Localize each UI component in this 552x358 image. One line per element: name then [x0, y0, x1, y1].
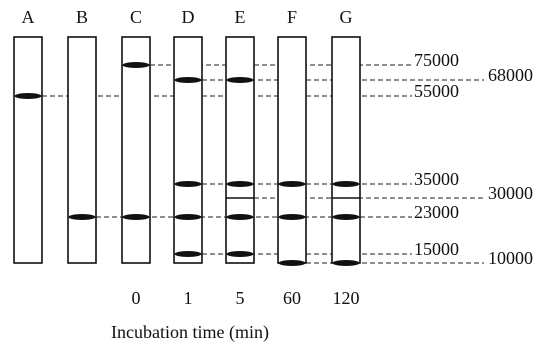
- marker-label: 68000: [488, 65, 533, 85]
- marker-label: 15000: [414, 239, 459, 259]
- marker-label: 30000: [488, 183, 533, 203]
- marker-label: 75000: [414, 50, 459, 70]
- tube: [122, 37, 150, 263]
- band: [227, 214, 254, 220]
- band: [175, 214, 202, 220]
- lane-label: G: [340, 7, 353, 27]
- marker-label: 55000: [414, 81, 459, 101]
- band: [123, 62, 150, 68]
- band: [15, 93, 42, 99]
- time-label: 120: [333, 288, 360, 308]
- band: [333, 181, 360, 187]
- time-label: 5: [236, 288, 245, 308]
- lane-label: C: [130, 7, 142, 27]
- band: [279, 181, 306, 187]
- tube: [68, 37, 96, 263]
- band: [227, 251, 254, 257]
- tube: [14, 37, 42, 263]
- tube: [278, 37, 306, 263]
- gel-diagram: Incubation time (min) 75000 68000 55000 350…: [0, 0, 552, 358]
- tube: [332, 37, 360, 263]
- band: [175, 77, 202, 83]
- time-label: 0: [132, 288, 141, 308]
- band: [69, 214, 96, 220]
- axis-label: Incubation time (min): [111, 322, 269, 343]
- lane-label: D: [182, 7, 195, 27]
- band: [227, 181, 254, 187]
- lane-label: B: [76, 7, 88, 27]
- band: [279, 260, 306, 266]
- tube: [226, 37, 254, 263]
- band: [333, 214, 360, 220]
- band: [175, 251, 202, 257]
- lane-label: A: [22, 7, 35, 27]
- band: [227, 77, 254, 83]
- time-label: 60: [283, 288, 301, 308]
- marker-label: 35000: [414, 169, 459, 189]
- band: [123, 214, 150, 220]
- marker-label: 23000: [414, 202, 459, 222]
- band: [279, 214, 306, 220]
- lane-label: F: [287, 7, 297, 27]
- marker-label: 10000: [488, 248, 533, 268]
- time-label: 1: [184, 288, 193, 308]
- lane-label: E: [235, 7, 246, 27]
- band: [175, 181, 202, 187]
- tube: [174, 37, 202, 263]
- band: [333, 260, 360, 266]
